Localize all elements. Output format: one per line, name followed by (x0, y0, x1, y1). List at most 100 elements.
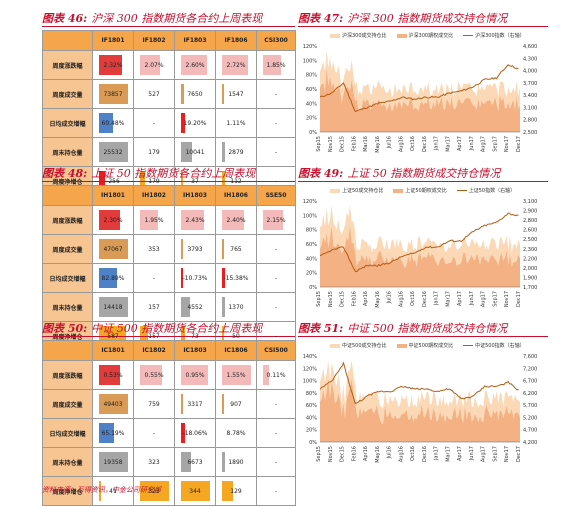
cell-value: 907 (230, 400, 242, 408)
table-cell: 179 (133, 137, 175, 167)
y2-tick-label: 1,900 (523, 275, 537, 281)
table-cell: 4552 (174, 292, 216, 322)
x-tick-label: Apr16 (363, 291, 369, 306)
y-tick-label: 100% (303, 213, 318, 219)
column-header: IF1803 (174, 30, 216, 51)
table-cell: - (256, 447, 296, 477)
cell-value: -10.73% (182, 274, 208, 282)
data-bar (181, 481, 210, 501)
y2-tick-label: 4,300 (523, 56, 537, 62)
cell-value: 2.60% (185, 61, 205, 69)
row-label: 日均成交增幅 (42, 263, 93, 293)
y2-tick-label: 5,700 (523, 403, 537, 409)
data-bar (99, 84, 128, 104)
x-tick-label: Mar17 (445, 446, 451, 462)
x-tick-label: Feb16 (351, 446, 357, 461)
x-tick-label: Jun17 (469, 136, 475, 151)
data-bar (181, 84, 184, 104)
data-bar (181, 394, 183, 414)
y2-tick-label: 2,500 (523, 237, 537, 243)
cell-value: 353 (148, 245, 160, 253)
table-cell: - (256, 137, 296, 167)
x-tick-label: Dec16 (422, 136, 428, 152)
data-bar (181, 55, 207, 75)
cell-value: 1.95% (144, 216, 164, 224)
header-corner (42, 185, 93, 206)
cell-value: 0.95% (185, 371, 205, 379)
y-tick-label: 40% (306, 101, 317, 107)
table-row: 周末持仓量 19358 323 6673 1890 - (42, 447, 296, 477)
table-cell: - (256, 389, 296, 419)
cell-value: 7650 (187, 90, 203, 98)
table-cell: 157 (133, 292, 175, 322)
data-bar (99, 239, 128, 259)
column-header: CSI300 (256, 30, 296, 51)
column-header: IH1803 (174, 185, 216, 206)
x-tick-label: Jul16 (387, 446, 393, 459)
x-tick-label: Aug16 (398, 136, 404, 152)
y2-tick-label: 2,600 (523, 228, 537, 234)
cell-value: - (274, 90, 278, 98)
cell-value: -256 (106, 177, 120, 185)
data-bar (99, 423, 114, 443)
table-cell: 1370 (215, 292, 257, 322)
cell-value: 1.55% (226, 371, 246, 379)
row-label: 周度涨跌幅 (42, 50, 93, 80)
cell-value: - (152, 274, 156, 282)
data-bar (99, 481, 101, 501)
y2-tick-label: 2,800 (523, 118, 537, 124)
x-tick-label: Nov17 (504, 291, 510, 307)
y2-tick-label: 2,200 (523, 256, 537, 262)
data-bar (222, 55, 248, 75)
y2-tick-label: 2,900 (523, 209, 537, 215)
table-cell: 0.11% (256, 360, 296, 390)
table-cell: 1.85% (256, 50, 296, 80)
legend-label: 沪深300指数（右轴） (475, 33, 525, 39)
legend-label: 沪深300期权成交比 (408, 33, 454, 39)
table-cell: - (256, 263, 296, 293)
cell-value: 157 (148, 303, 160, 311)
volume-area (320, 68, 520, 132)
cell-value: 65.19% (101, 429, 125, 437)
table-cell: 60.48% (92, 108, 134, 138)
cell-value: - (274, 332, 278, 340)
figure-number: 图表 51: (298, 322, 344, 335)
legend-item: 沪深300指数（右轴） (463, 33, 525, 39)
x-tick-label: Nov15 (328, 291, 334, 307)
x-tick-label: Dec17 (516, 291, 522, 307)
table-row: 周度涨跌幅 2.32% 2.07% 2.60% 2.72% 1.85% (42, 50, 296, 80)
table-cell: - (256, 108, 296, 138)
legend-swatch (396, 33, 407, 38)
legend-item: 中证500期权成交比 (396, 343, 453, 349)
cell-value: 82.89% (101, 274, 125, 282)
table-cell: 65.19% (92, 418, 134, 448)
data-bar (222, 84, 224, 104)
row-label: 周末持仓量 (42, 137, 93, 167)
table-cell: 49403 (92, 389, 134, 419)
cell-value: 60.48% (101, 119, 125, 127)
data-bar (222, 239, 224, 259)
x-tick-label: Jun17 (469, 446, 475, 461)
y2-tick-label: 2,300 (523, 247, 537, 253)
chart-title: 图表 47: 沪深 300 指数期货成交持仓情况 (298, 10, 507, 26)
table-row: 日均成交增幅 82.89% - -10.73% -15.38% - (42, 263, 296, 293)
cell-value: 47067 (103, 245, 123, 253)
data-bar (99, 394, 128, 414)
data-bar (181, 142, 192, 162)
x-tick-label: Aug16 (398, 446, 404, 462)
title-rule (298, 181, 548, 182)
y2-tick-label: 3,700 (523, 81, 537, 87)
legend-item: 沪深300期权成交比 (396, 33, 454, 39)
y-tick-label: 60% (306, 242, 317, 248)
figure-caption: 中证 500 指数期货成交持仓情况 (347, 322, 508, 335)
cell-value: 323 (148, 487, 160, 495)
legend-item: 中证500指数（右轴） (463, 343, 525, 349)
table-title: 图表 48: 上证 50 指数期货各合约上周表现 (42, 165, 255, 181)
table-cell: 1547 (215, 79, 257, 109)
data-bar (99, 452, 128, 472)
x-tick-label: Jan17 (434, 446, 440, 461)
y-tick-label: 120% (303, 44, 318, 50)
legend-label: 上证50指数（右轴） (468, 188, 516, 194)
x-tick-label: Dec15 (340, 446, 346, 462)
table-cell: 2879 (215, 137, 257, 167)
